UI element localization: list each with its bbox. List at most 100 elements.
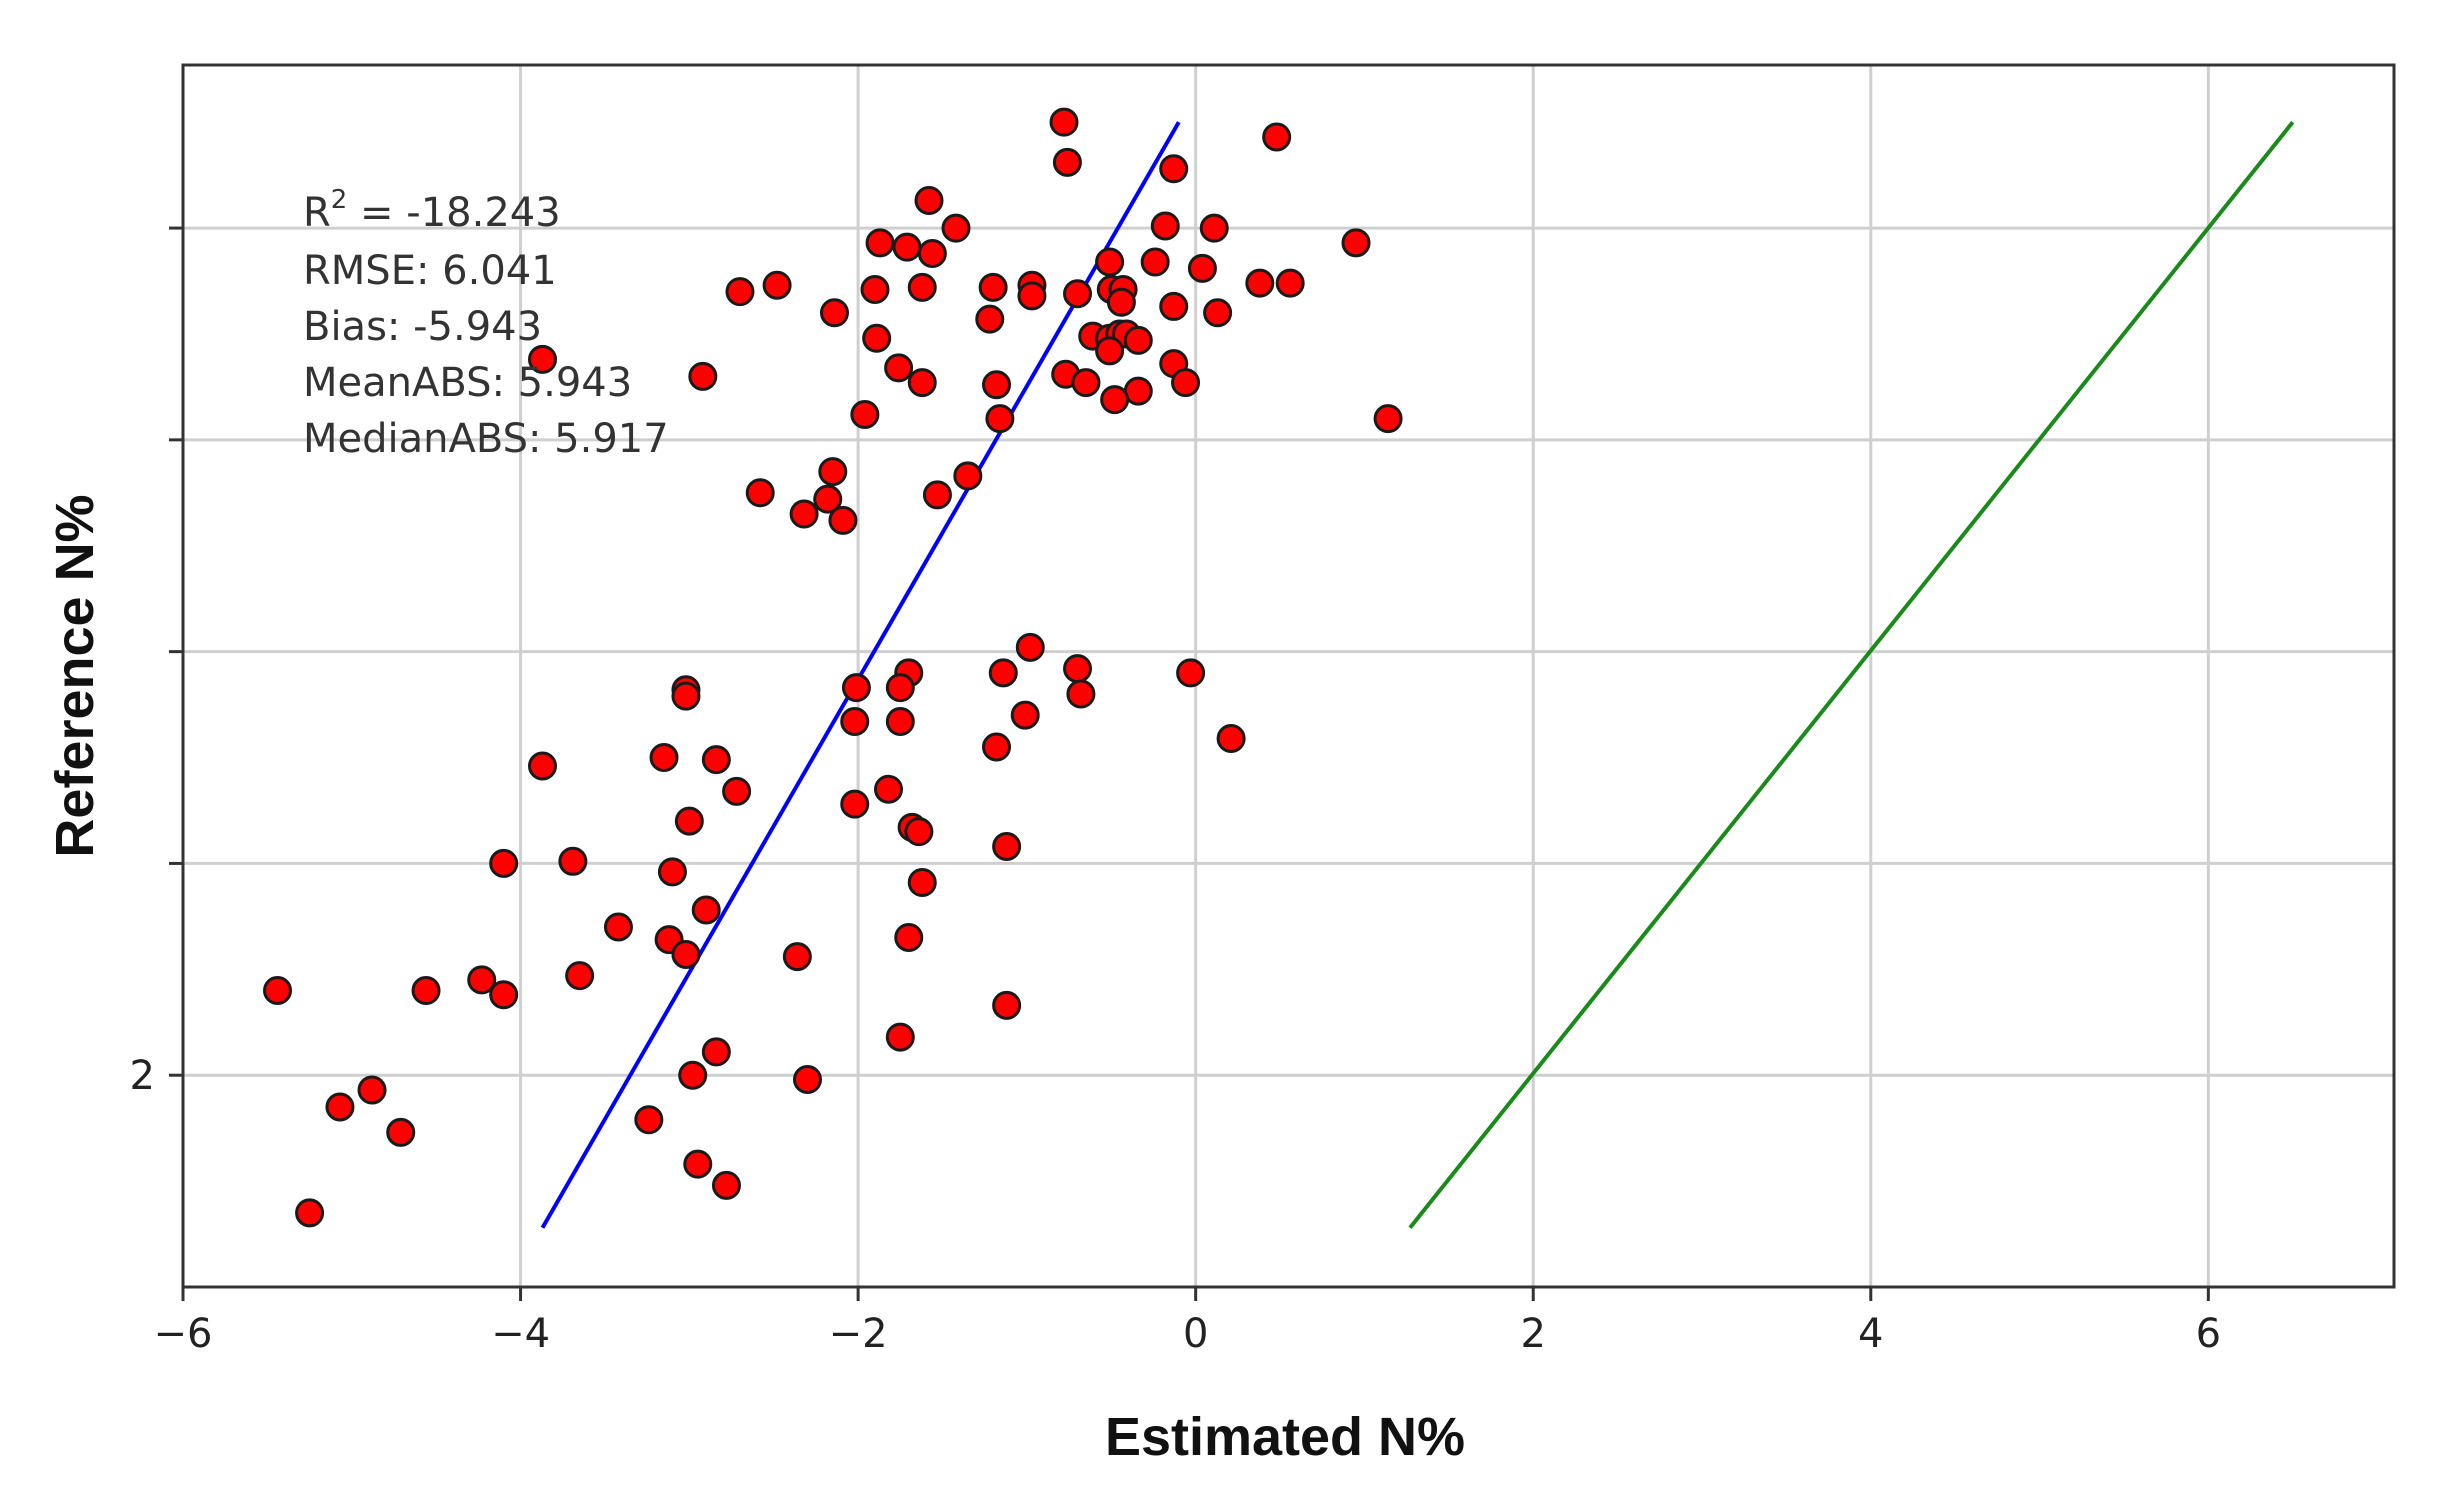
x-axis-title: Estimated N% <box>1105 1407 1465 1467</box>
data-point <box>873 774 903 804</box>
data-point <box>904 817 934 847</box>
data-point <box>671 681 701 711</box>
data-point <box>1071 368 1101 398</box>
median-abs-label: MedianABS: 5.917 <box>303 416 669 462</box>
x-tick-label: −2 <box>829 1311 888 1357</box>
data-point <box>982 370 1012 400</box>
data-point <box>850 399 880 429</box>
data-point <box>907 867 937 897</box>
x-tick-label: 4 <box>1858 1311 1883 1357</box>
data-point <box>1199 213 1229 243</box>
data-point <box>1100 385 1130 415</box>
data-point <box>386 1117 416 1147</box>
ticks-layer: −6 −4 −2 0 2 4 6 2 <box>130 226 2221 1357</box>
data-point <box>558 846 588 876</box>
data-point <box>992 831 1022 861</box>
data-point <box>907 272 937 302</box>
data-point <box>975 304 1005 334</box>
data-point <box>711 1170 741 1200</box>
x-tick-label: −6 <box>154 1311 213 1357</box>
data-point <box>411 976 441 1006</box>
data-point <box>295 1198 325 1228</box>
data-point <box>1373 404 1403 434</box>
data-point <box>941 213 971 243</box>
data-point <box>922 480 952 510</box>
data-point <box>649 743 679 773</box>
data-point <box>1150 211 1180 241</box>
data-point <box>1123 376 1153 406</box>
data-point <box>841 673 871 703</box>
data-point <box>701 1037 731 1067</box>
data-point <box>325 1092 355 1122</box>
x-tick-label: 2 <box>1521 1311 1546 1357</box>
data-point <box>953 461 983 491</box>
data-point <box>671 939 701 969</box>
one-to-one-line <box>1408 120 2295 1229</box>
data-point <box>782 942 812 972</box>
data-point <box>1159 291 1189 321</box>
data-point <box>683 1149 713 1179</box>
data-point <box>862 323 892 353</box>
data-point <box>885 707 915 737</box>
data-point <box>1216 723 1246 753</box>
y-axis-title: Reference N% <box>45 494 105 857</box>
data-point <box>603 912 633 942</box>
x-tick-label: −4 <box>491 1311 550 1357</box>
data-point <box>489 848 519 878</box>
data-point <box>1159 154 1189 184</box>
data-point <box>1066 679 1096 709</box>
data-point <box>818 457 848 487</box>
data-point <box>1341 228 1371 258</box>
data-point <box>467 965 497 995</box>
data-point <box>1106 287 1136 317</box>
data-point <box>840 789 870 819</box>
data-point <box>813 484 843 514</box>
data-point <box>1171 368 1201 398</box>
data-point <box>263 976 293 1006</box>
data-point <box>992 990 1022 1020</box>
data-point <box>860 274 890 304</box>
data-point <box>885 1022 915 1052</box>
data-point <box>527 751 557 781</box>
data-point <box>819 298 849 328</box>
data-point <box>762 270 792 300</box>
data-point <box>691 895 721 925</box>
data-point <box>907 368 937 398</box>
bias-label: Bias: -5.943 <box>303 304 542 350</box>
data-point <box>634 1105 664 1135</box>
plot-frame <box>181 63 2396 1289</box>
data-point <box>1063 279 1093 309</box>
x-tick-label: 6 <box>2196 1311 2221 1357</box>
data-point <box>489 980 519 1010</box>
data-point <box>1095 247 1125 277</box>
rmse-label: RMSE: 6.041 <box>303 248 557 294</box>
data-point <box>527 344 557 374</box>
data-point <box>1123 325 1153 355</box>
data-point <box>1203 298 1233 328</box>
data-point <box>1010 700 1040 730</box>
data-point <box>565 961 595 991</box>
data-point <box>1052 147 1082 177</box>
data-point <box>892 232 922 262</box>
data-point <box>828 505 858 535</box>
data-point <box>725 277 755 307</box>
data-point <box>1262 122 1292 152</box>
x-tick-label: 0 <box>1183 1311 1208 1357</box>
data-point <box>914 186 944 216</box>
data-point <box>985 404 1015 434</box>
data-point <box>1049 107 1079 137</box>
data-point <box>982 732 1012 762</box>
data-point <box>1187 253 1217 283</box>
data-point <box>1017 281 1047 311</box>
data-point <box>722 776 752 806</box>
data-point <box>1275 268 1305 298</box>
data-point <box>894 923 924 953</box>
data-point <box>865 228 895 258</box>
data-point <box>885 673 915 703</box>
data-point <box>1140 247 1170 277</box>
data-point <box>1015 632 1045 662</box>
data-point <box>792 1064 822 1094</box>
data-point <box>978 272 1008 302</box>
